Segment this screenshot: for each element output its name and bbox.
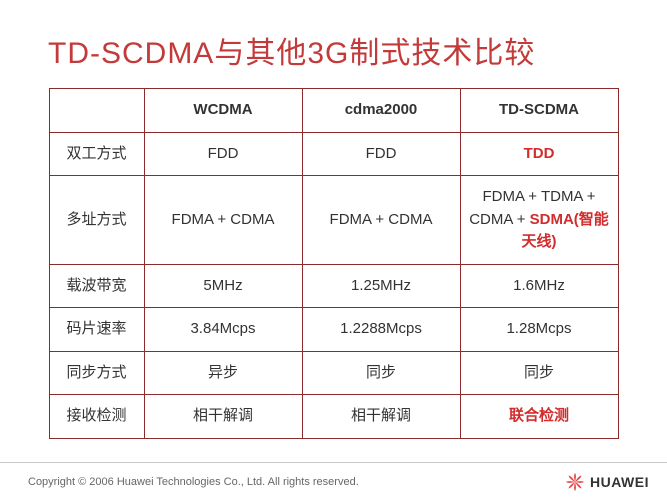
table-cell: 相干解调 <box>144 395 302 439</box>
row-label: 码片速率 <box>49 308 144 352</box>
table-cell: FDD <box>302 132 460 176</box>
table-corner-cell <box>49 89 144 133</box>
table-cell: 3.84Mcps <box>144 308 302 352</box>
table-header-row: WCDMAcdma2000TD-SCDMA <box>49 89 618 133</box>
table-cell: 1.28Mcps <box>460 308 618 352</box>
table-cell: FDD <box>144 132 302 176</box>
table-row: 双工方式FDDFDDTDD <box>49 132 618 176</box>
table-header: WCDMAcdma2000TD-SCDMA <box>49 89 618 133</box>
table-column-header: TD-SCDMA <box>460 89 618 133</box>
table-cell: 1.2288Mcps <box>302 308 460 352</box>
table-cell: 1.25MHz <box>302 264 460 308</box>
slide-title: TD-SCDMA与其他3G制式技术比较 <box>0 0 667 88</box>
table-cell: FDMA + CDMA <box>302 176 460 265</box>
table-row: 码片速率3.84Mcps1.2288Mcps1.28Mcps <box>49 308 618 352</box>
huawei-logo: HUAWEI <box>564 471 649 493</box>
row-label: 多址方式 <box>49 176 144 265</box>
comparison-table: WCDMAcdma2000TD-SCDMA 双工方式FDDFDDTDD多址方式F… <box>49 88 619 439</box>
table-cell: TDD <box>460 132 618 176</box>
table-row: 接收检测相干解调相干解调联合检测 <box>49 395 618 439</box>
table-column-header: WCDMA <box>144 89 302 133</box>
table-cell: FDMA + CDMA <box>144 176 302 265</box>
table-cell: FDMA + TDMA + CDMA + SDMA(智能天线) <box>460 176 618 265</box>
copyright-text: Copyright © 2006 Huawei Technologies Co.… <box>28 476 359 488</box>
table-cell: 同步 <box>302 351 460 395</box>
row-label: 接收检测 <box>49 395 144 439</box>
table-cell: 1.6MHz <box>460 264 618 308</box>
table-body: 双工方式FDDFDDTDD多址方式FDMA + CDMAFDMA + CDMAF… <box>49 132 618 438</box>
table-cell: 同步 <box>460 351 618 395</box>
row-label: 载波带宽 <box>49 264 144 308</box>
table-row: 载波带宽5MHz1.25MHz1.6MHz <box>49 264 618 308</box>
huawei-logo-text: HUAWEI <box>590 474 649 490</box>
table-row: 同步方式异步同步同步 <box>49 351 618 395</box>
table-cell: 相干解调 <box>302 395 460 439</box>
table-column-header: cdma2000 <box>302 89 460 133</box>
slide-footer: Copyright © 2006 Huawei Technologies Co.… <box>0 462 667 500</box>
table-cell: 异步 <box>144 351 302 395</box>
row-label: 同步方式 <box>49 351 144 395</box>
row-label: 双工方式 <box>49 132 144 176</box>
huawei-logo-icon <box>564 471 586 493</box>
table-cell: 联合检测 <box>460 395 618 439</box>
table-cell: 5MHz <box>144 264 302 308</box>
table-row: 多址方式FDMA + CDMAFDMA + CDMAFDMA + TDMA + … <box>49 176 618 265</box>
